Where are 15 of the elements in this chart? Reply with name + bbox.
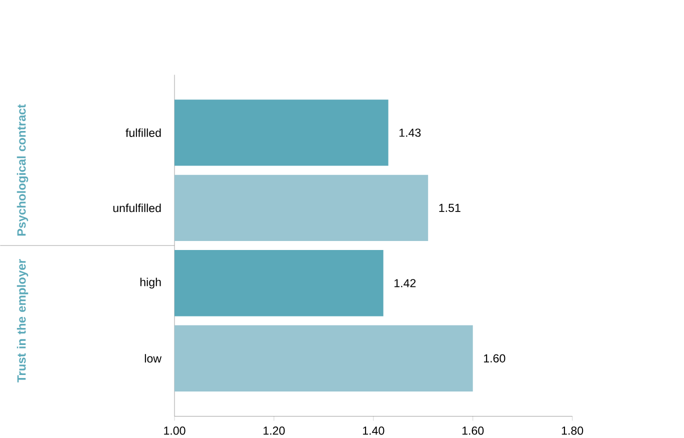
data-label: 1.42 bbox=[394, 279, 416, 288]
x-tick-label: 1.40 bbox=[363, 426, 384, 435]
text: Trust in the employer bbox=[16, 259, 28, 383]
x-tick-label: 1.00 bbox=[164, 426, 186, 435]
text: Psychological contract bbox=[16, 104, 28, 236]
x-tick-label: 1.80 bbox=[562, 426, 584, 435]
data-label: 1.43 bbox=[399, 128, 421, 137]
x-tick-label: 1.20 bbox=[264, 426, 285, 435]
x-tick-label: 1.60 bbox=[462, 426, 484, 435]
y-tick-label: low bbox=[144, 354, 162, 363]
data-label: 1.51 bbox=[439, 204, 460, 212]
y-tick-label: high bbox=[140, 278, 161, 289]
data-label: 1.60 bbox=[484, 354, 506, 363]
y-tick-label: fulfilled bbox=[126, 128, 161, 138]
y-tick-label: unfulfilled bbox=[113, 204, 161, 212]
